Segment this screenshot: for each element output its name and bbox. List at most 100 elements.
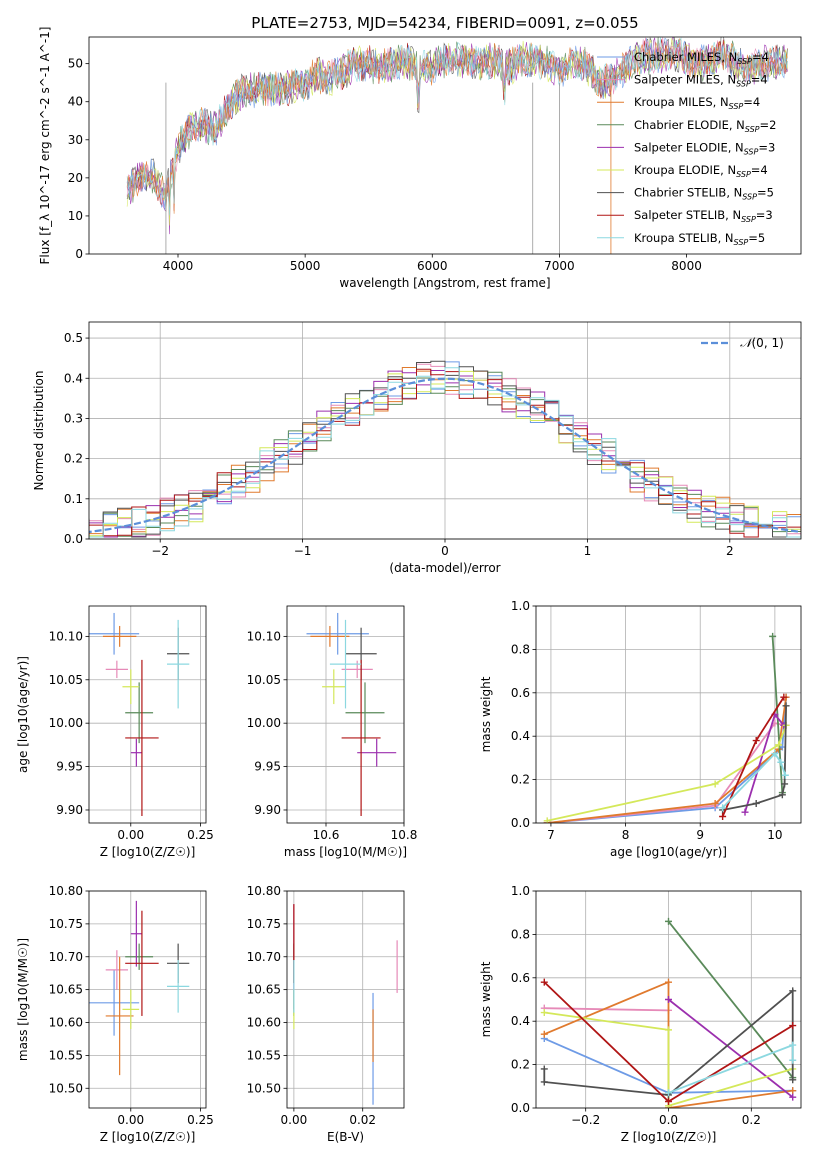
x-axis-label: age [log10(age/yr)] [610,845,727,859]
x-tick-label: 0.00 [117,828,144,842]
x-tick-label: 7 [547,828,555,842]
errorbar-point [130,738,142,767]
axes-residuals: −2 −1 0 1 2 0.0 0.1 0.2 0.3 0.4 0.5 (data-model)/er… [32,321,802,575]
legend-text: Salpeter MILES, N [634,73,736,87]
legend-subscript: SSP [737,57,752,66]
errorbar-point [341,659,381,817]
y-tick-label: 10.50 [247,1081,281,1095]
y-tick-label: 30 [68,133,83,147]
y-tick-label: 0.1 [64,492,83,506]
y-tick-label: 10.70 [247,950,281,964]
weight-line [544,1007,669,1012]
y-tick-label: 0.4 [511,729,530,743]
y-tick-label: 9.90 [56,803,83,817]
spectrum-line [126,38,788,214]
axes-weight-vs-z: −0.2 0.0 0.2 0.0 0.2 0.4 0.6 0.8 1.0 Z [log10(Z/Z… [479,884,802,1144]
y-tick-label: 9.95 [254,760,281,774]
x-tick-label: 0.0 [659,1113,678,1127]
x-tick-label: 0.00 [281,1113,308,1127]
x-tick-label: −1 [294,544,312,558]
y-tick-label: 1.0 [511,599,530,613]
legend-text: =5 [748,231,765,245]
y-tick-label: 10 [68,209,83,223]
weight-line [721,752,787,809]
errorbar-point [125,910,159,1016]
weight-marker [789,1041,797,1049]
axes-frame [88,605,207,824]
x-axis-label: Z [log10(Z/Z☉)] [621,1130,717,1144]
weight-marker [789,987,797,995]
legend-subscript: SSP [745,125,760,134]
weight-marker [543,817,551,823]
weight-marker [789,1022,797,1030]
errorbar-point [167,619,190,709]
weight-marker [540,1009,548,1017]
weight-line [667,920,794,1079]
weight-marker [782,702,790,710]
weight-marker [771,750,779,758]
weight-marker [789,1056,797,1064]
legend-text: =3 [758,140,775,154]
legend: 𝒩(0, 1) [701,336,784,350]
errorbar-point [89,612,140,655]
legend-text: Chabrier STELIB, N [634,186,742,200]
x-tick-label: 0.02 [349,1113,376,1127]
weight-marker [711,780,719,788]
weight-marker [775,741,783,749]
weight-marker [781,780,789,788]
errorbar-point [122,989,140,1030]
legend-text: Chabrier MILES, N [634,50,737,64]
y-tick-label: 10.00 [49,716,83,730]
y-tick-label: 0.0 [64,532,83,546]
weight-marker [665,1089,672,1097]
weight-marker [752,799,760,807]
x-tick-label: 10 [767,828,782,842]
legend-label: Kroupa MILES, NSSP=4 [634,95,760,111]
legend-subscript: SSP [734,238,749,247]
y-tick-label: 50 [68,57,83,71]
y-tick-label: 10.75 [49,917,83,931]
x-tick-label: 4000 [163,259,194,273]
y-tick-label: 0.3 [64,411,83,425]
y-tick-label: 10.50 [49,1081,83,1095]
legend-text: (0, 1) [752,336,784,350]
y-axis-label: Flux [f_λ 10^-17 erg cm^-2 s^-1 A^-1] [38,27,52,265]
y-axis-label: Normed distribution [32,371,46,491]
legend-text: =4 [752,50,769,64]
axes-frame [88,36,802,255]
plot-area [89,360,801,538]
y-tick-label: 10.65 [247,983,281,997]
legend-label: Kroupa ELODIE, NSSP=4 [634,163,768,179]
x-tick-label: 6000 [417,259,448,273]
legend-subscript: SSP [736,80,751,89]
y-tick-label: 10.70 [49,950,83,964]
errorbar-point [89,969,140,1036]
legend-text: =2 [760,118,777,132]
legend-text: Kroupa MILES, N [634,95,729,109]
x-tick-label: 0.25 [187,1113,214,1127]
axes-frame [88,890,207,1109]
y-tick-label: 9.90 [254,803,281,817]
x-tick-label: 10.8 [391,828,418,842]
y-tick-label: 0.8 [511,642,530,656]
y-tick-label: 0.4 [511,1014,530,1028]
y-tick-label: 40 [68,95,83,109]
weight-marker [665,1026,672,1034]
y-axis-label: mass weight [479,961,493,1037]
errorbar-point [125,659,159,817]
weight-marker [752,737,760,745]
legend-text: =4 [751,73,768,87]
weight-marker [719,812,727,820]
y-tick-label: 10.10 [247,629,281,643]
weight-marker [789,1087,797,1095]
y-tick-label: 0.2 [511,773,530,787]
weight-marker [769,632,777,640]
legend-label: Salpeter ELODIE, NSSP=3 [634,140,775,156]
x-tick-label: 0 [441,544,449,558]
weight-marker [719,804,727,812]
weight-line [667,998,794,1098]
axes-mass-vs-ebv: 0.00 0.02 10.50 10.55 10.60 10.65 10.70 10.75 10… [247,884,405,1144]
spectrum-line [126,37,788,216]
legend-label: Chabrier ELODIE, NSSP=2 [634,118,776,134]
